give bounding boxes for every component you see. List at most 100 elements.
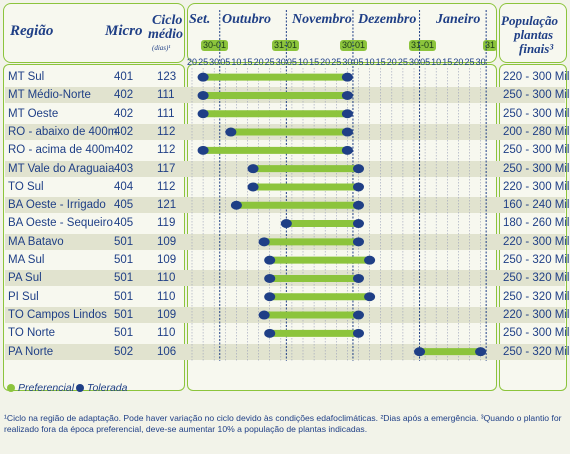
row-populacao: 180 - 260 Mil: [503, 217, 570, 230]
row-populacao: 250 - 300 Mil: [503, 144, 570, 157]
row-populacao: 250 - 300 Mil: [503, 327, 570, 340]
row-regiao: MA Sul: [8, 254, 45, 266]
row-micro: 501: [114, 254, 134, 266]
row-micro: 405: [114, 199, 134, 212]
day-label: 05: [353, 57, 364, 67]
row-regiao: MA Batavo: [8, 235, 64, 248]
header-populacao-line2: plantas: [514, 27, 554, 42]
row-ciclo: 110: [157, 327, 176, 340]
tolerada-start-dot: [264, 255, 276, 265]
tolerada-end-dot: [353, 219, 364, 229]
tolerada-end-dot: [353, 164, 364, 174]
row-regiao: PA Sul: [8, 272, 42, 285]
month-set: Set.: [189, 12, 211, 27]
header-ciclo-line1: Ciclo: [152, 13, 183, 28]
row-ciclo: 111: [157, 89, 175, 102]
tolerada-end-dot: [353, 200, 364, 210]
header-ciclo-line2: médio: [148, 27, 183, 42]
date-tag-31-01-nov: 31-01: [272, 40, 300, 51]
day-label: 20: [253, 57, 264, 67]
day-label: 20: [186, 57, 198, 67]
tolerada-end-dot: [341, 127, 353, 137]
date-tag-30-01-dec: 30-01: [340, 40, 368, 51]
row-ciclo: 117: [157, 162, 176, 175]
month-outubro: Outubro: [222, 12, 272, 27]
legend-preferencial: Preferencial: [18, 382, 75, 394]
tolerada-start-dot: [280, 219, 292, 229]
day-label: 25: [264, 57, 275, 67]
day-label: 10: [431, 57, 442, 67]
row-populacao: 250 - 300 Mil: [503, 89, 570, 102]
row-micro: 403: [114, 162, 134, 175]
day-label: 30: [209, 57, 220, 67]
row-ciclo: 121: [157, 199, 177, 212]
row-micro: 401: [114, 71, 134, 83]
tolerada-end-dot: [341, 90, 353, 100]
row-ciclo: 109: [157, 235, 177, 248]
footnote: ¹Ciclo na região de adaptação. Pode have…: [4, 413, 562, 434]
tolerada-end-dot: [341, 145, 353, 155]
row-ciclo: 123: [157, 71, 177, 83]
day-label: 30: [342, 57, 353, 67]
tolerada-start-dot: [197, 90, 209, 100]
row-micro: 402: [114, 107, 134, 120]
tolerada-end-dot: [341, 109, 353, 119]
row-ciclo: 119: [157, 217, 176, 230]
row-regiao: TO Campos Lindos: [8, 308, 107, 321]
row-populacao: 220 - 300 Mil: [503, 308, 570, 321]
day-label: 10: [231, 57, 242, 67]
tolerada-start-dot: [225, 127, 237, 137]
date-tag-30-01-oct: 30-01: [201, 40, 229, 51]
tolerada-end-dot: [364, 255, 376, 265]
row-micro: 404: [114, 180, 134, 193]
header-populacao-line1: População: [501, 13, 559, 28]
row-micro: 501: [114, 235, 134, 248]
tolerada-start-dot: [197, 145, 209, 155]
row-ciclo: 112: [157, 144, 176, 157]
row-populacao: 250 - 320 Mil: [503, 254, 570, 266]
row-regiao: RO - acima de 400m: [8, 144, 115, 157]
row-micro: 402: [114, 89, 134, 102]
tolerada-start-dot: [414, 347, 426, 357]
row-regiao: MT Vale do Araguaia: [8, 162, 115, 175]
row-regiao: TO Norte: [8, 327, 56, 340]
day-label: 25: [198, 57, 209, 67]
row-populacao: 160 - 240 Mil: [503, 199, 570, 212]
tolerada-start-dot: [264, 292, 276, 302]
tolerada-end-dot: [341, 72, 353, 82]
row-micro: 502: [114, 345, 134, 358]
row-regiao: MT Oeste: [8, 107, 59, 120]
row-micro: 402: [114, 144, 134, 157]
month-dezembro: Dezembro: [358, 12, 417, 27]
tolerada-end-dot: [353, 237, 364, 247]
day-label: 10: [364, 57, 375, 67]
row-populacao: 220 - 300 Mil: [503, 71, 570, 83]
row-ciclo: 110: [157, 272, 176, 285]
day-label: 05: [220, 57, 231, 67]
day-label: 25: [397, 57, 408, 67]
row-ciclo: 112: [157, 125, 176, 138]
tolerada-end-dot: [364, 292, 376, 302]
day-label: 15: [242, 57, 253, 67]
row-populacao: 250 - 320 Mil: [503, 345, 570, 358]
day-label: 20: [386, 57, 397, 67]
tolerada-end-dot: [353, 310, 364, 320]
row-ciclo: 109: [157, 254, 177, 266]
day-label: 30: [475, 57, 486, 67]
row-regiao: MT Sul: [8, 71, 45, 83]
legend-tolerada: Tolerada: [87, 382, 128, 394]
row-regiao: PI Sul: [8, 290, 39, 303]
row-populacao: 220 - 300 Mil: [503, 235, 570, 248]
row-ciclo: 112: [157, 180, 176, 193]
header-regiao: Região: [10, 23, 54, 39]
row-ciclo: 111: [157, 107, 175, 120]
header-left-panel: [3, 3, 185, 63]
day-label: 20: [320, 57, 331, 67]
row-micro: 501: [114, 327, 134, 340]
header-ciclo-unit: (dias)¹: [152, 44, 171, 52]
row-ciclo: 110: [157, 290, 176, 303]
row-regiao: MT Médio-Norte: [8, 89, 91, 102]
row-micro: 501: [114, 272, 134, 285]
